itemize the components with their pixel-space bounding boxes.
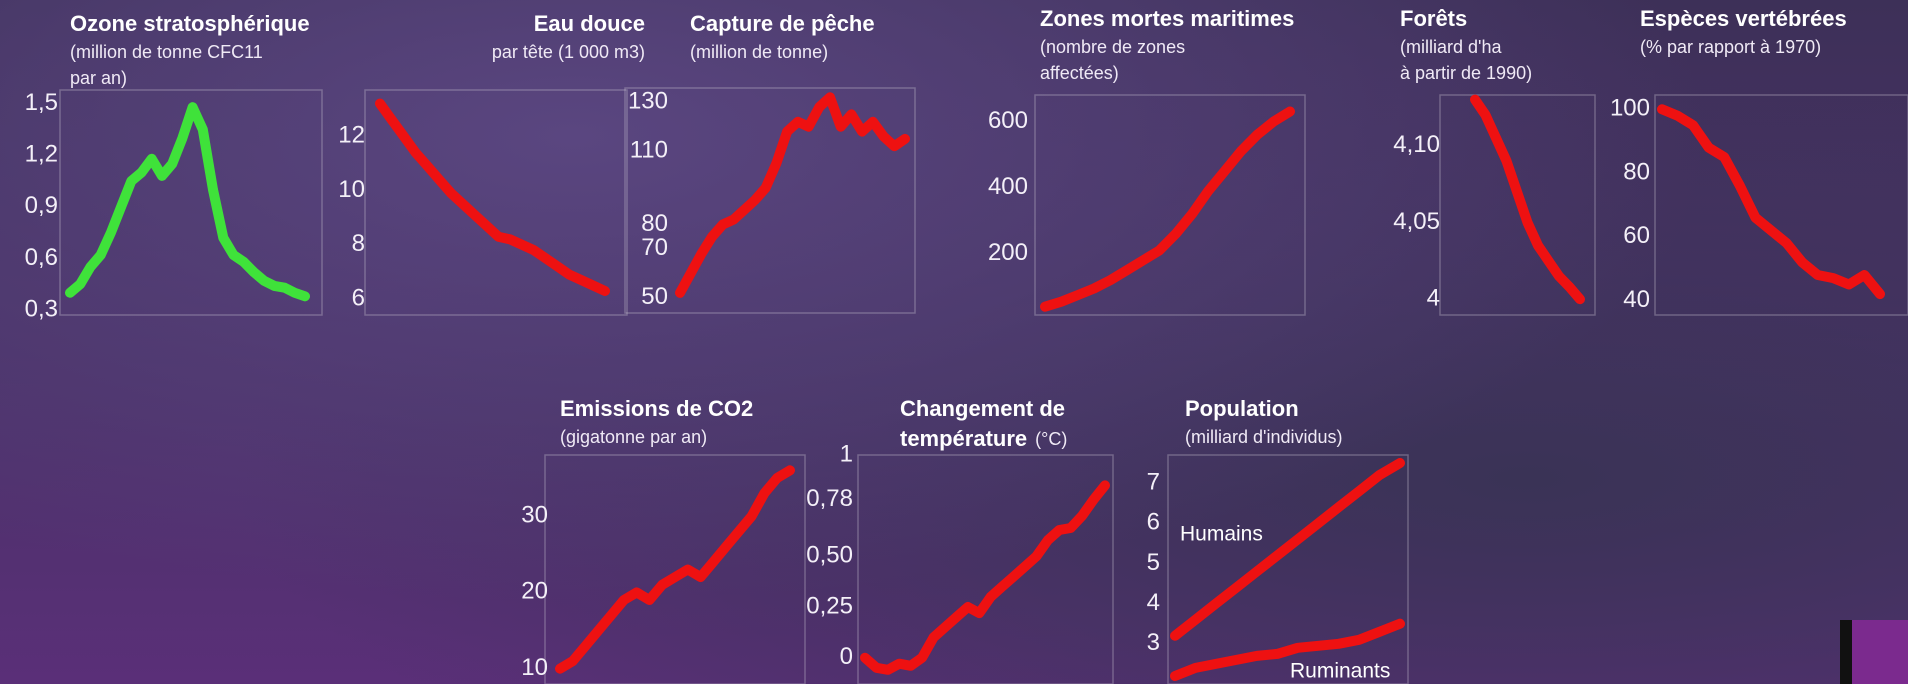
data-line — [555, 465, 795, 674]
chart-title: Zones mortes maritimes — [1040, 6, 1294, 31]
y-tick-label: 400 — [988, 173, 1028, 200]
chart-title: Eau douce — [534, 11, 645, 36]
data-line — [1470, 94, 1585, 305]
chart-title: Ozone stratosphérique — [70, 11, 310, 36]
y-tick-label: 8 — [352, 230, 365, 257]
plot-frame — [1439, 94, 1596, 316]
y-tick-label: 20 — [521, 578, 548, 605]
y-tick-label: 10 — [521, 654, 548, 681]
y-tick-label: 4 — [1147, 589, 1160, 616]
y-tick-label: 0,3 — [25, 295, 58, 322]
y-tick-label: 70 — [641, 234, 668, 261]
chart-subtitle: (milliard d'individus) — [1185, 427, 1342, 447]
logo-block — [1850, 620, 1908, 684]
plot-frame — [544, 454, 806, 684]
chart-subtitle: par tête (1 000 m3) — [492, 42, 645, 62]
plot-frame — [857, 454, 1114, 684]
data-line — [1657, 104, 1885, 300]
plot-frame — [364, 89, 628, 316]
y-tick-label: 100 — [1610, 95, 1650, 122]
chart-subtitle: (million de tonne) — [690, 42, 828, 62]
y-tick-label: 0,9 — [25, 192, 58, 219]
y-tick-label: 3 — [1147, 629, 1160, 656]
chart-title: Population — [1185, 396, 1299, 421]
y-tick-label: 200 — [988, 239, 1028, 266]
data-line — [375, 98, 610, 296]
y-tick-label: 1 — [840, 440, 853, 467]
y-tick-label: 12 — [338, 122, 365, 149]
chart-title: Emissions de CO2 — [560, 396, 753, 421]
chart-subtitle: (°C) — [1035, 429, 1067, 449]
y-tick-label: 1,2 — [25, 141, 58, 168]
chart-subtitle: (milliard d'ha — [1400, 37, 1502, 57]
chart-title: Changement de — [900, 396, 1065, 421]
y-tick-label: 10 — [338, 176, 365, 203]
y-tick-label: 6 — [352, 284, 365, 311]
y-tick-label: 80 — [1623, 158, 1650, 185]
y-tick-label: 40 — [1623, 286, 1650, 313]
y-tick-label: 4 — [1427, 285, 1440, 312]
y-tick-label: 600 — [988, 107, 1028, 134]
y-tick-label: 60 — [1623, 222, 1650, 249]
y-tick-label: 5 — [1147, 549, 1160, 576]
data-line — [1170, 458, 1405, 641]
chart-subtitle: (% par rapport à 1970) — [1640, 37, 1821, 57]
plot-frame — [1167, 454, 1409, 684]
y-tick-label: 0 — [840, 643, 853, 670]
y-tick-label: 0,6 — [25, 244, 58, 271]
series-label: Humains — [1180, 523, 1263, 546]
y-tick-label: 4,10 — [1393, 131, 1440, 158]
plot-frame — [1654, 94, 1908, 316]
chart-title: Espèces vertébrées — [1640, 6, 1847, 31]
chart-title: température — [900, 426, 1027, 451]
y-tick-label: 0,50 — [806, 542, 853, 569]
chart-title: Forêts — [1400, 6, 1467, 31]
y-tick-label: 30 — [521, 501, 548, 528]
logo-strip — [1840, 620, 1852, 684]
chart-subtitle: par an) — [70, 68, 127, 88]
chart-subtitle: (million de tonne CFC11 — [70, 42, 263, 62]
chart-subtitle: à partir de 1990) — [1400, 63, 1532, 83]
y-tick-label: 4,05 — [1393, 208, 1440, 235]
chart-subtitle: (gigatonne par an) — [560, 427, 707, 447]
data-line — [675, 92, 910, 298]
data-line — [1170, 618, 1405, 681]
y-tick-label: 50 — [641, 283, 668, 310]
y-tick-label: 6 — [1147, 509, 1160, 536]
series-label: Ruminants — [1290, 660, 1390, 683]
data-line — [65, 102, 310, 302]
chart-subtitle: (nombre de zones — [1040, 37, 1185, 57]
y-tick-label: 0,78 — [806, 485, 853, 512]
plot-frame — [59, 89, 323, 316]
plot-frame — [624, 87, 916, 314]
data-line — [860, 480, 1110, 675]
chart-title: Capture de pêche — [690, 11, 875, 36]
y-tick-label: 7 — [1147, 468, 1160, 495]
y-tick-label: 110 — [630, 136, 668, 163]
y-tick-label: 130 — [628, 88, 668, 115]
data-line — [1040, 106, 1295, 312]
plot-frame — [1034, 94, 1306, 316]
y-tick-label: 1,5 — [25, 89, 58, 116]
y-tick-label: 80 — [641, 210, 668, 237]
chart-subtitle: affectées) — [1040, 63, 1119, 83]
y-tick-label: 0,25 — [806, 592, 853, 619]
